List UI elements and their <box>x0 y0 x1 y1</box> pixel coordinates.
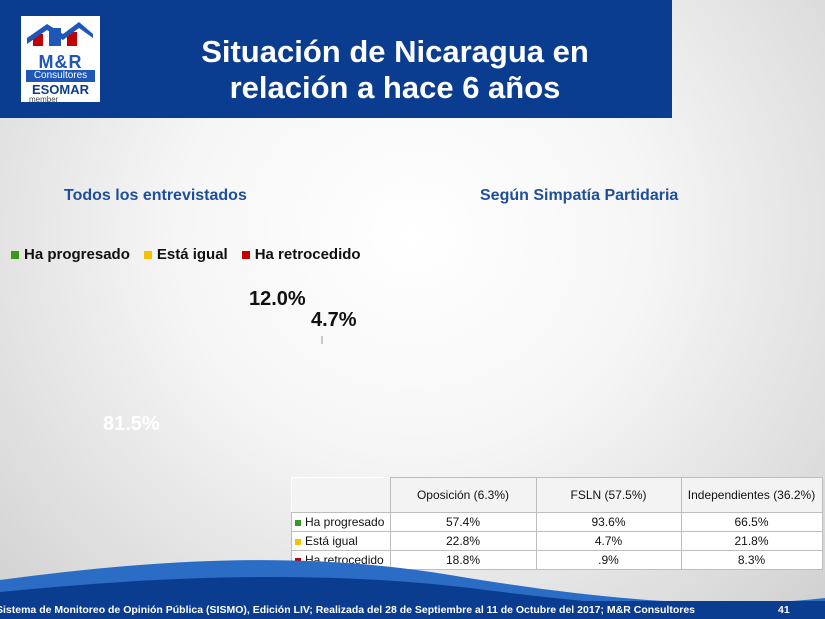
title-line-1: Situación de Nicaragua en <box>201 34 589 69</box>
logo-esomar: ESOMAR <box>31 82 90 97</box>
table-cell: .9% <box>535 550 682 570</box>
legend-item-retrocedido: Ha retrocedido <box>241 246 361 263</box>
legend-swatch-retrocedido <box>241 250 250 259</box>
col-header-independientes: Independientes (36.2%) <box>680 477 823 513</box>
legend-label-progresado: Ha progresado <box>24 246 130 263</box>
footer-bar: Sistema de Monitoreo de Opinión Pública … <box>0 601 825 619</box>
title-line-2: relación a hace 6 años <box>229 70 561 105</box>
data-label-igual: 12.0% <box>249 288 306 310</box>
page-title: Situación de Nicaragua en relación a hac… <box>140 34 650 106</box>
row-label-cell: Ha progresado <box>291 512 391 532</box>
logo-member: member <box>29 95 59 104</box>
table-cell: 93.6% <box>535 512 682 532</box>
company-logo: M&R Consultores ESOMAR member <box>21 16 100 104</box>
table-cell: 57.4% <box>389 512 537 532</box>
row-swatch-igual <box>295 538 301 545</box>
leader-line <box>321 336 323 344</box>
right-chart-title: Según Simpatía Partidaria <box>480 187 679 204</box>
table-header-row: Oposición (6.3%) FSLN (57.5%) Independie… <box>291 477 823 513</box>
table-cell: 66.5% <box>680 512 823 532</box>
legend-item-igual: Está igual <box>143 246 228 263</box>
table-row: Ha retrocedido 18.8% .9% 8.3% <box>291 550 823 570</box>
logo-brand: M&R <box>38 52 83 72</box>
page-number: 41 <box>778 604 790 616</box>
partisan-table: Oposición (6.3%) FSLN (57.5%) Independie… <box>291 477 823 570</box>
legend-swatch-igual <box>143 250 152 259</box>
logo-roof-icon <box>27 22 93 46</box>
legend-label-retrocedido: Ha retrocedido <box>254 246 361 263</box>
table-corner-cell <box>291 477 390 513</box>
logo-sub: Consultores <box>26 70 95 82</box>
chart-legend: Ha progresado Está igual Ha retrocedido <box>11 246 361 263</box>
data-label-retrocedido: 4.7% <box>311 309 357 331</box>
header-banner: M&R Consultores ESOMAR member Situación … <box>0 0 672 118</box>
data-label-progresado: 81.5% <box>103 413 160 435</box>
col-header-oposicion: Oposición (6.3%) <box>389 477 537 513</box>
table-cell: 8.3% <box>680 550 823 570</box>
table-cell: 21.8% <box>680 531 823 551</box>
col-header-fsln: FSLN (57.5%) <box>535 477 682 513</box>
row-label-progresado: Ha progresado <box>305 515 385 529</box>
table-row: Ha progresado 57.4% 93.6% 66.5% <box>291 512 823 532</box>
row-swatch-progresado <box>295 519 301 526</box>
footer-text: Sistema de Monitoreo de Opinión Pública … <box>0 604 695 616</box>
left-chart-title: Todos los entrevistados <box>64 187 247 204</box>
row-label-igual: Está igual <box>305 534 358 548</box>
legend-label-igual: Está igual <box>156 246 228 263</box>
legend-swatch-progresado <box>11 250 19 259</box>
legend-item-progresado: Ha progresado <box>11 246 130 263</box>
